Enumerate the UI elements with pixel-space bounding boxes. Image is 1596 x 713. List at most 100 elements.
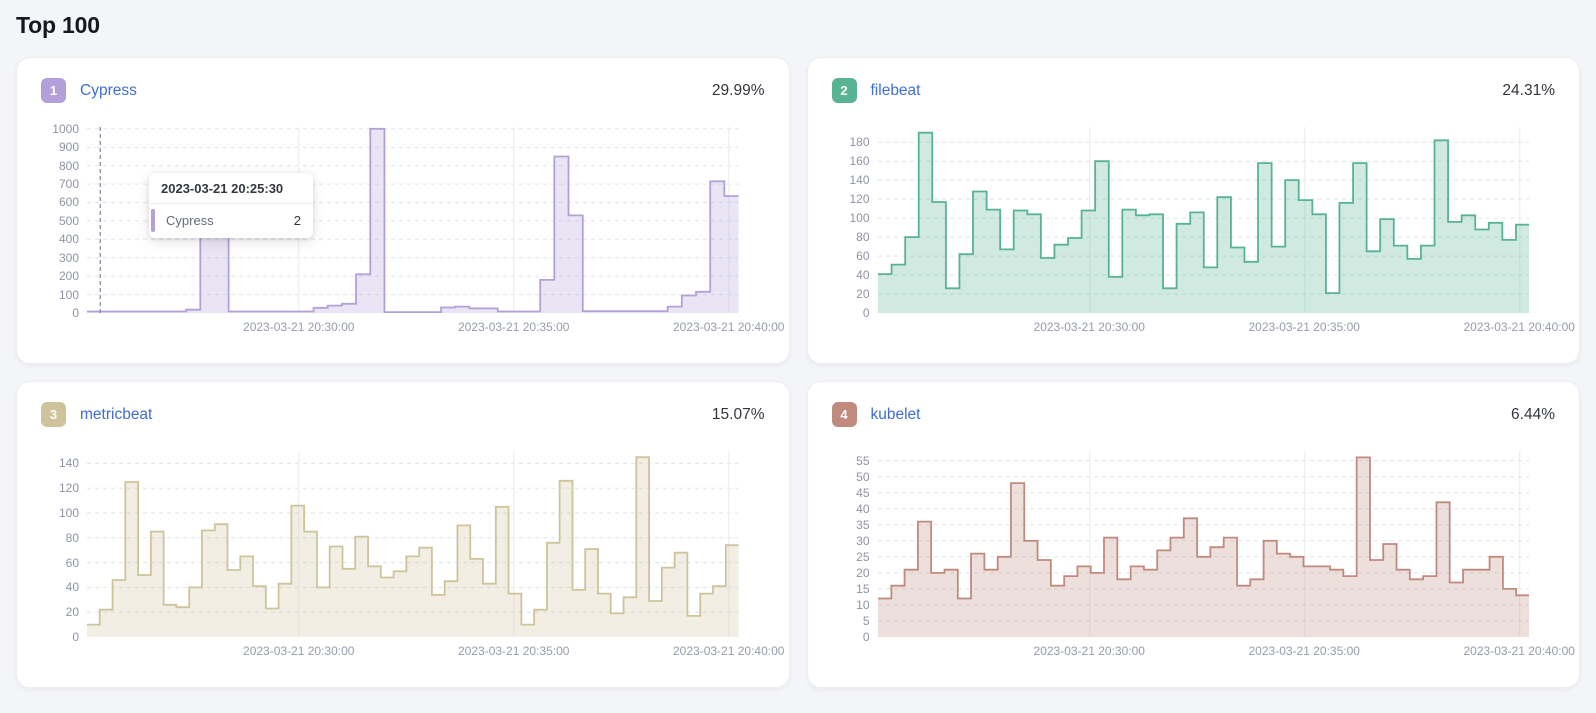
metric-name-link[interactable]: metricbeat <box>80 405 153 423</box>
y-axis-labels: 0 20 40 60 80 100 120 140 <box>41 451 87 643</box>
y-tick-label: 900 <box>58 140 79 155</box>
metric-card-metricbeat: 3 metricbeat 15.07% 0 20 40 60 80 100 120 140 2… <box>16 381 790 688</box>
y-tick-label: 100 <box>58 505 79 520</box>
percent-value: 6.44% <box>1511 405 1555 423</box>
y-tick-label: 140 <box>58 456 79 471</box>
y-tick-label: 140 <box>849 173 870 188</box>
tooltip-series-name: Cypress <box>166 213 214 228</box>
y-tick-label: 1000 <box>52 121 79 136</box>
y-axis-labels: 0 5 10 15 20 25 30 35 40 45 50 55 <box>832 451 878 643</box>
metric-card-cypress: 1 Cypress 29.99% 0 100 200 300 400 500 600 700 8… <box>16 57 790 364</box>
page-title: Top 100 <box>16 12 100 38</box>
y-tick-label: 800 <box>58 158 79 173</box>
y-tick-label: 55 <box>856 453 870 468</box>
y-tick-label: 45 <box>856 485 870 500</box>
x-axis-labels: 2023-03-21 20:30:00 2023-03-21 20:35:00 20… <box>87 644 784 660</box>
x-tick-label: 2023-03-21 20:35:00 <box>1248 320 1360 334</box>
y-tick-label: 50 <box>856 469 870 484</box>
x-axis-labels: 2023-03-21 20:30:00 2023-03-21 20:35:00 20… <box>878 644 1575 660</box>
y-tick-label: 160 <box>849 154 870 169</box>
plot-area[interactable]: 2023-03-21 20:30:00 2023-03-21 20:35:00 20… <box>877 451 1575 660</box>
y-tick-label: 700 <box>58 177 79 192</box>
y-tick-label: 20 <box>856 565 870 580</box>
y-tick-label: 100 <box>849 211 870 226</box>
rank-badge: 4 <box>831 402 857 427</box>
metric-card-kubelet: 4 kubelet 6.44% 0 5 10 15 20 25 30 35 40 45 50 55 2… <box>806 381 1580 688</box>
y-tick-label: 500 <box>58 213 79 228</box>
x-axis-labels: 2023-03-21 20:30:00 2023-03-21 20:35:00 20… <box>878 320 1575 336</box>
percent-value: 24.31% <box>1502 81 1555 99</box>
y-tick-label: 40 <box>856 501 870 516</box>
y-tick-label: 0 <box>862 630 870 644</box>
y-tick-label: 40 <box>856 268 870 283</box>
y-tick-label: 80 <box>65 530 79 545</box>
rank-badge: 1 <box>41 78 66 103</box>
y-tick-label: 180 <box>849 135 870 150</box>
cards-grid: 1 Cypress 29.99% 0 100 200 300 400 500 600 700 8… <box>16 57 1580 688</box>
chart-kubelet[interactable]: 0 5 10 15 20 25 30 35 40 45 50 55 2023-03-21 20:30:… <box>832 451 1575 660</box>
metric-name-link[interactable]: kubelet <box>870 405 921 423</box>
y-tick-label: 20 <box>65 605 79 620</box>
y-tick-label: 5 <box>862 613 870 628</box>
chart-cypress[interactable]: 0 100 200 300 400 500 600 700 800 900 1000 2023-03… <box>41 123 784 336</box>
y-axis-labels: 0 100 200 300 400 500 600 700 800 900 1000 <box>41 123 87 319</box>
y-tick-label: 10 <box>856 597 870 612</box>
tooltip-timestamp: 2023-03-21 20:25:30 <box>149 173 313 204</box>
y-tick-label: 80 <box>856 230 870 245</box>
y-tick-label: 30 <box>856 533 870 548</box>
y-tick-label: 600 <box>58 195 79 210</box>
x-tick-label: 2023-03-21 20:40:00 <box>673 644 785 658</box>
area-chart-svg[interactable] <box>877 451 1530 637</box>
y-axis-labels: 0 20 40 60 80 100 120 140 160 180 <box>832 127 878 319</box>
y-tick-label: 15 <box>856 581 870 596</box>
area-chart-svg[interactable] <box>87 451 739 637</box>
series-marker <box>151 209 155 232</box>
y-tick-label: 40 <box>65 580 79 595</box>
x-tick-label: 2023-03-21 20:40:00 <box>1463 320 1575 334</box>
x-tick-label: 2023-03-21 20:30:00 <box>243 320 355 334</box>
x-tick-label: 2023-03-21 20:40:00 <box>673 320 785 334</box>
percent-value: 29.99% <box>711 81 765 99</box>
x-tick-label: 2023-03-21 20:35:00 <box>458 320 570 334</box>
y-tick-label: 400 <box>58 232 79 247</box>
x-tick-label: 2023-03-21 20:30:00 <box>1033 320 1145 334</box>
tooltip-series-value: 2 <box>293 213 301 228</box>
metric-name-link[interactable]: Cypress <box>80 81 137 99</box>
rank-badge: 2 <box>831 78 857 103</box>
card-header: 1 Cypress 29.99% <box>41 78 765 103</box>
y-tick-label: 60 <box>65 555 79 570</box>
plot-area[interactable]: 2023-03-21 20:30:00 2023-03-21 20:35:00 20… <box>87 451 784 660</box>
chart-filebeat[interactable]: 0 20 40 60 80 100 120 140 160 180 2023-03-21 20:3… <box>832 127 1575 336</box>
plot-area[interactable]: 2023-03-21 20:30:00 2023-03-21 20:35:00 20… <box>87 127 784 336</box>
x-axis-labels: 2023-03-21 20:30:00 2023-03-21 20:35:00 20… <box>87 320 784 336</box>
y-tick-label: 20 <box>856 287 870 302</box>
y-tick-label: 300 <box>58 250 79 265</box>
x-tick-label: 2023-03-21 20:35:00 <box>1248 644 1360 658</box>
y-tick-label: 25 <box>856 549 870 564</box>
y-tick-label: 0 <box>72 630 79 644</box>
area-chart-svg[interactable] <box>877 127 1530 313</box>
y-tick-label: 0 <box>72 306 79 320</box>
percent-value: 15.07% <box>711 405 765 423</box>
x-tick-label: 2023-03-21 20:40:00 <box>1463 644 1575 658</box>
metric-name-link[interactable]: filebeat <box>870 81 921 99</box>
metric-card-filebeat: 2 filebeat 24.31% 0 20 40 60 80 100 120 140 160 1… <box>806 57 1580 364</box>
y-tick-label: 60 <box>856 249 870 264</box>
y-tick-label: 35 <box>856 517 870 532</box>
y-tick-label: 0 <box>862 306 870 320</box>
x-tick-label: 2023-03-21 20:30:00 <box>1033 644 1145 658</box>
y-tick-label: 200 <box>58 269 79 284</box>
y-tick-label: 100 <box>58 287 79 302</box>
x-tick-label: 2023-03-21 20:35:00 <box>458 644 570 658</box>
card-header: 4 kubelet 6.44% <box>831 402 1555 427</box>
rank-badge: 3 <box>41 402 66 427</box>
y-tick-label: 120 <box>58 481 79 496</box>
card-header: 2 filebeat 24.31% <box>831 78 1555 103</box>
x-tick-label: 2023-03-21 20:30:00 <box>243 644 355 658</box>
card-header: 3 metricbeat 15.07% <box>41 402 765 427</box>
chart-metricbeat[interactable]: 0 20 40 60 80 100 120 140 2023-03-21 20:30:00 20… <box>41 451 784 660</box>
chart-tooltip: 2023-03-21 20:25:30 Cypress 2 <box>149 173 313 238</box>
y-tick-label: 120 <box>849 192 870 207</box>
tooltip-row: Cypress 2 <box>149 204 313 238</box>
plot-area[interactable]: 2023-03-21 20:30:00 2023-03-21 20:35:00 20… <box>877 127 1575 336</box>
